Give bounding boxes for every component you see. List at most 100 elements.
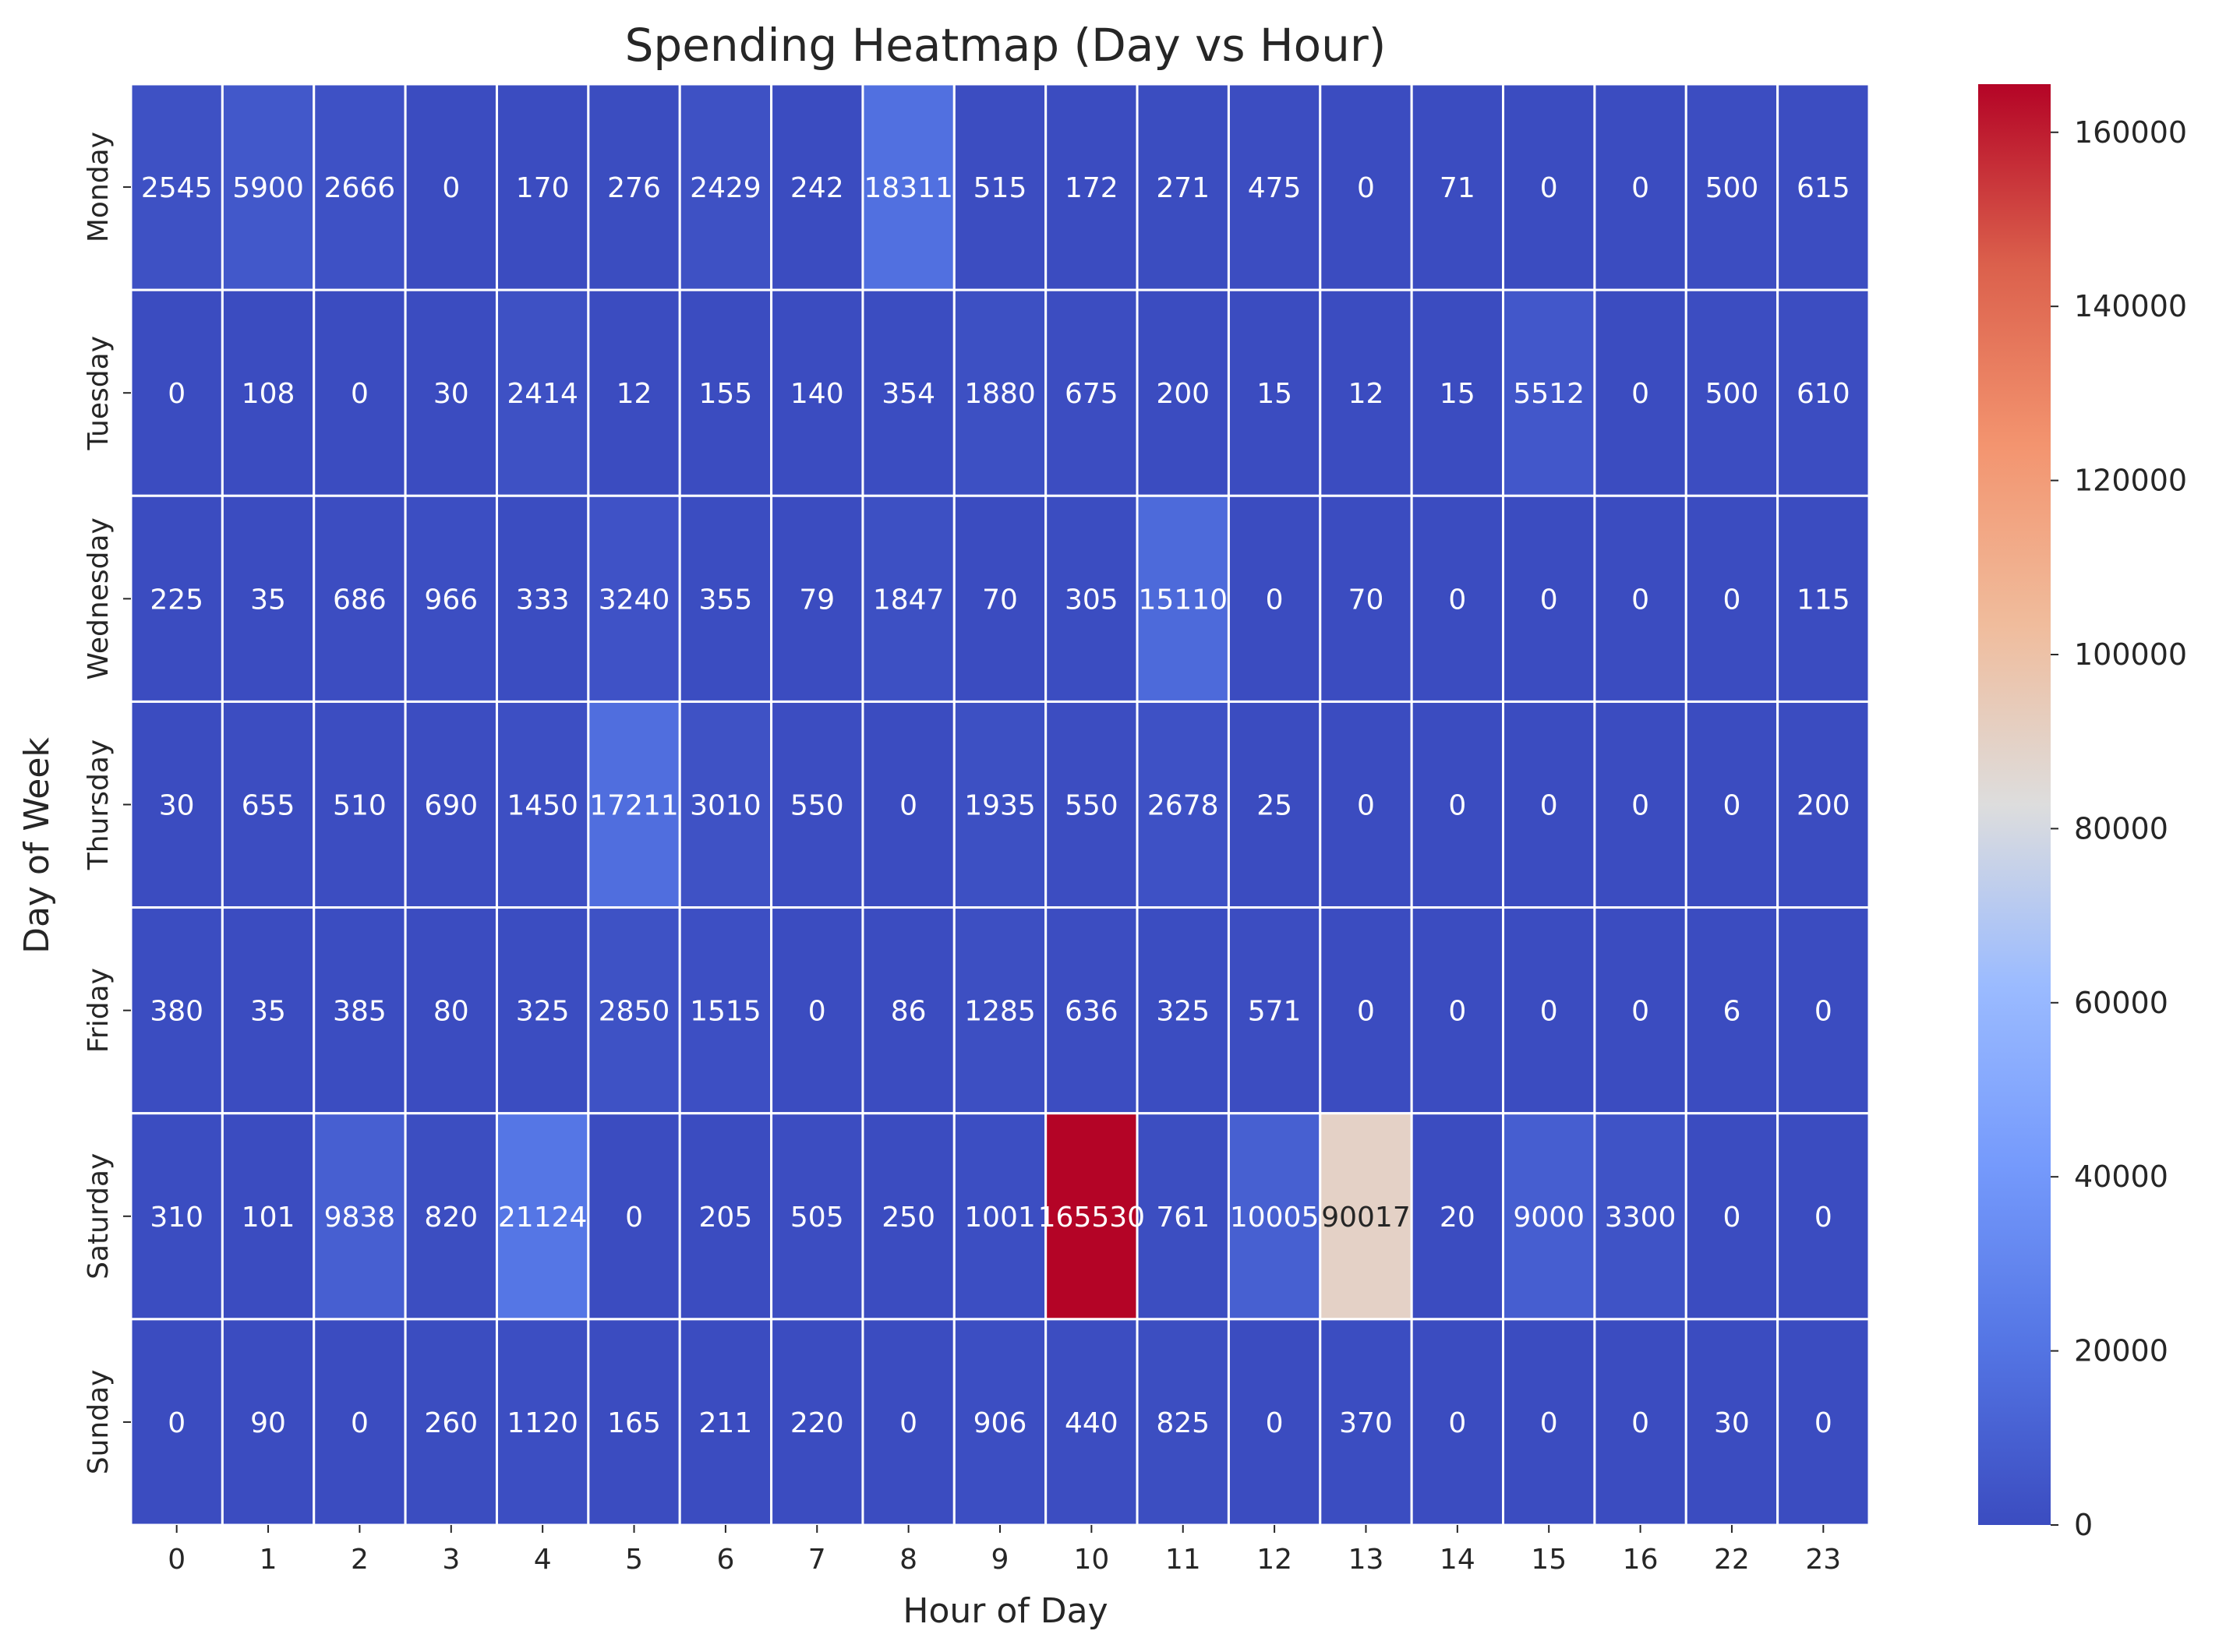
cell-value-label: 0 — [1631, 1407, 1649, 1439]
heatmap-cell — [587, 1318, 681, 1527]
heatmap-cell — [1227, 494, 1322, 703]
cell-value-label: 3010 — [690, 790, 761, 822]
colorbar-tick-label: 20000 — [2074, 1334, 2168, 1368]
x-tick-label: 1 — [260, 1544, 277, 1576]
cell-value-label: 30 — [1714, 1407, 1750, 1439]
heatmap-cell-labels: 2545 5900 2666 0 170 276 2429 242 18311 515 172 271… — [141, 172, 1850, 1439]
cell-value-label: 0 — [625, 1202, 643, 1234]
cell-value-label: 0 — [1540, 790, 1558, 822]
cell-value-label: 0 — [351, 1407, 369, 1439]
cell-value-label: 0 — [442, 172, 460, 204]
heatmap-cell — [952, 1318, 1048, 1527]
x-tick-label: 0 — [168, 1544, 186, 1576]
heatmap-cell — [1593, 1112, 1687, 1321]
heatmap-cell — [770, 83, 864, 291]
heatmap-cell — [221, 288, 316, 497]
heatmap-cell — [221, 700, 316, 909]
heatmap-cell — [129, 1112, 224, 1321]
heatmap-cell — [221, 906, 316, 1115]
cell-value-label: 108 — [242, 378, 295, 410]
colorbar: 0 20000 40000 60000 80000 100000 120000 140000 1… — [1978, 84, 2187, 1542]
cell-value-label: 5512 — [1513, 378, 1585, 410]
cell-value-label: 30 — [159, 790, 195, 822]
chart-title: Spending Heatmap (Day vs Hour) — [625, 19, 1387, 72]
cell-value-label: 655 — [242, 790, 295, 822]
cell-value-label: 10005 — [1230, 1202, 1320, 1234]
cell-value-label: 35 — [250, 584, 286, 616]
cell-value-label: 0 — [1448, 996, 1466, 1028]
x-tick-label: 15 — [1531, 1544, 1567, 1576]
cell-value-label: 0 — [1448, 1407, 1466, 1439]
heatmap-cell — [678, 906, 773, 1115]
x-tick-label: 4 — [534, 1544, 552, 1576]
cell-value-label: 0 — [1448, 790, 1466, 822]
heatmap-cell — [1136, 494, 1230, 703]
cell-value-label: 5900 — [232, 172, 304, 204]
cell-value-label: 0 — [1814, 1202, 1832, 1234]
y-tick-label: Monday — [83, 132, 115, 242]
cell-value-label: 0 — [1814, 1407, 1832, 1439]
heatmap-cell — [313, 288, 407, 497]
heatmap-cell — [1593, 83, 1687, 291]
cell-value-label: 0 — [1540, 1407, 1558, 1439]
cell-value-label: 15110 — [1138, 584, 1228, 616]
heatmap-cell — [495, 1112, 590, 1321]
cell-value-label: 500 — [1705, 172, 1759, 204]
cell-value-label: 0 — [899, 1407, 917, 1439]
heatmap-cell — [1776, 700, 1871, 909]
heatmap-cell — [1776, 1112, 1871, 1321]
heatmap-cell — [1593, 1318, 1687, 1527]
heatmap-cell — [1776, 1318, 1871, 1527]
y-tick-label: Friday — [83, 968, 115, 1053]
heatmap-cell — [1136, 1112, 1230, 1321]
cell-value-label: 90 — [250, 1407, 286, 1439]
x-tick-label: 22 — [1714, 1544, 1750, 1576]
colorbar-ticks: 0 20000 40000 60000 80000 100000 120000 140000 1… — [2051, 115, 2187, 1542]
heatmap-cell — [1410, 1112, 1505, 1321]
cell-value-label: 1880 — [964, 378, 1036, 410]
cell-value-label: 2429 — [690, 172, 761, 204]
cell-value-label: 70 — [982, 584, 1018, 616]
cell-value-label: 0 — [1266, 584, 1284, 616]
cell-value-label: 20 — [1440, 1202, 1475, 1234]
cell-value-label: 966 — [424, 584, 478, 616]
cell-value-label: 101 — [242, 1202, 295, 1234]
y-axis-label: Day of Week — [17, 737, 57, 954]
cell-value-label: 475 — [1248, 172, 1302, 204]
heatmap-cell — [1502, 83, 1596, 291]
y-tick-label: Thursday — [83, 740, 115, 870]
cell-value-label: 70 — [1348, 584, 1384, 616]
colorbar-tick-label: 40000 — [2074, 1160, 2168, 1194]
heatmap-cell — [1136, 1318, 1230, 1527]
cell-value-label: 550 — [1065, 790, 1118, 822]
cell-value-label: 15 — [1440, 378, 1475, 410]
heatmap-cell — [770, 288, 864, 497]
cell-value-label: 115 — [1797, 584, 1850, 616]
x-tick-label: 16 — [1623, 1544, 1659, 1576]
heatmap-cell — [404, 700, 498, 909]
heatmap-cell — [1410, 906, 1505, 1115]
heatmap-cell — [1684, 288, 1779, 497]
cell-value-label: 515 — [973, 172, 1027, 204]
cell-value-label: 71 — [1440, 172, 1475, 204]
y-tick-label: Wednesday — [83, 517, 115, 680]
cell-value-label: 260 — [424, 1407, 478, 1439]
cell-value-label: 1847 — [873, 584, 945, 616]
cell-value-label: 636 — [1065, 996, 1118, 1028]
cell-value-label: 675 — [1065, 378, 1118, 410]
heatmap-cell — [861, 906, 956, 1115]
heatmap-cell — [952, 83, 1048, 291]
heatmap-cell — [1044, 494, 1139, 703]
x-tick-label: 12 — [1256, 1544, 1292, 1576]
heatmap-cell — [1593, 494, 1687, 703]
heatmap-cell — [1136, 288, 1230, 497]
cell-value-label: 0 — [808, 996, 826, 1028]
heatmap-cell — [587, 83, 681, 291]
y-tick-label: Tuesday — [83, 336, 115, 450]
cell-value-label: 1935 — [964, 790, 1036, 822]
heatmap-cell — [770, 494, 864, 703]
cell-value-label: 155 — [699, 378, 753, 410]
cell-value-label: 615 — [1797, 172, 1850, 204]
cell-value-label: 1515 — [690, 996, 761, 1028]
cell-value-label: 354 — [882, 378, 935, 410]
